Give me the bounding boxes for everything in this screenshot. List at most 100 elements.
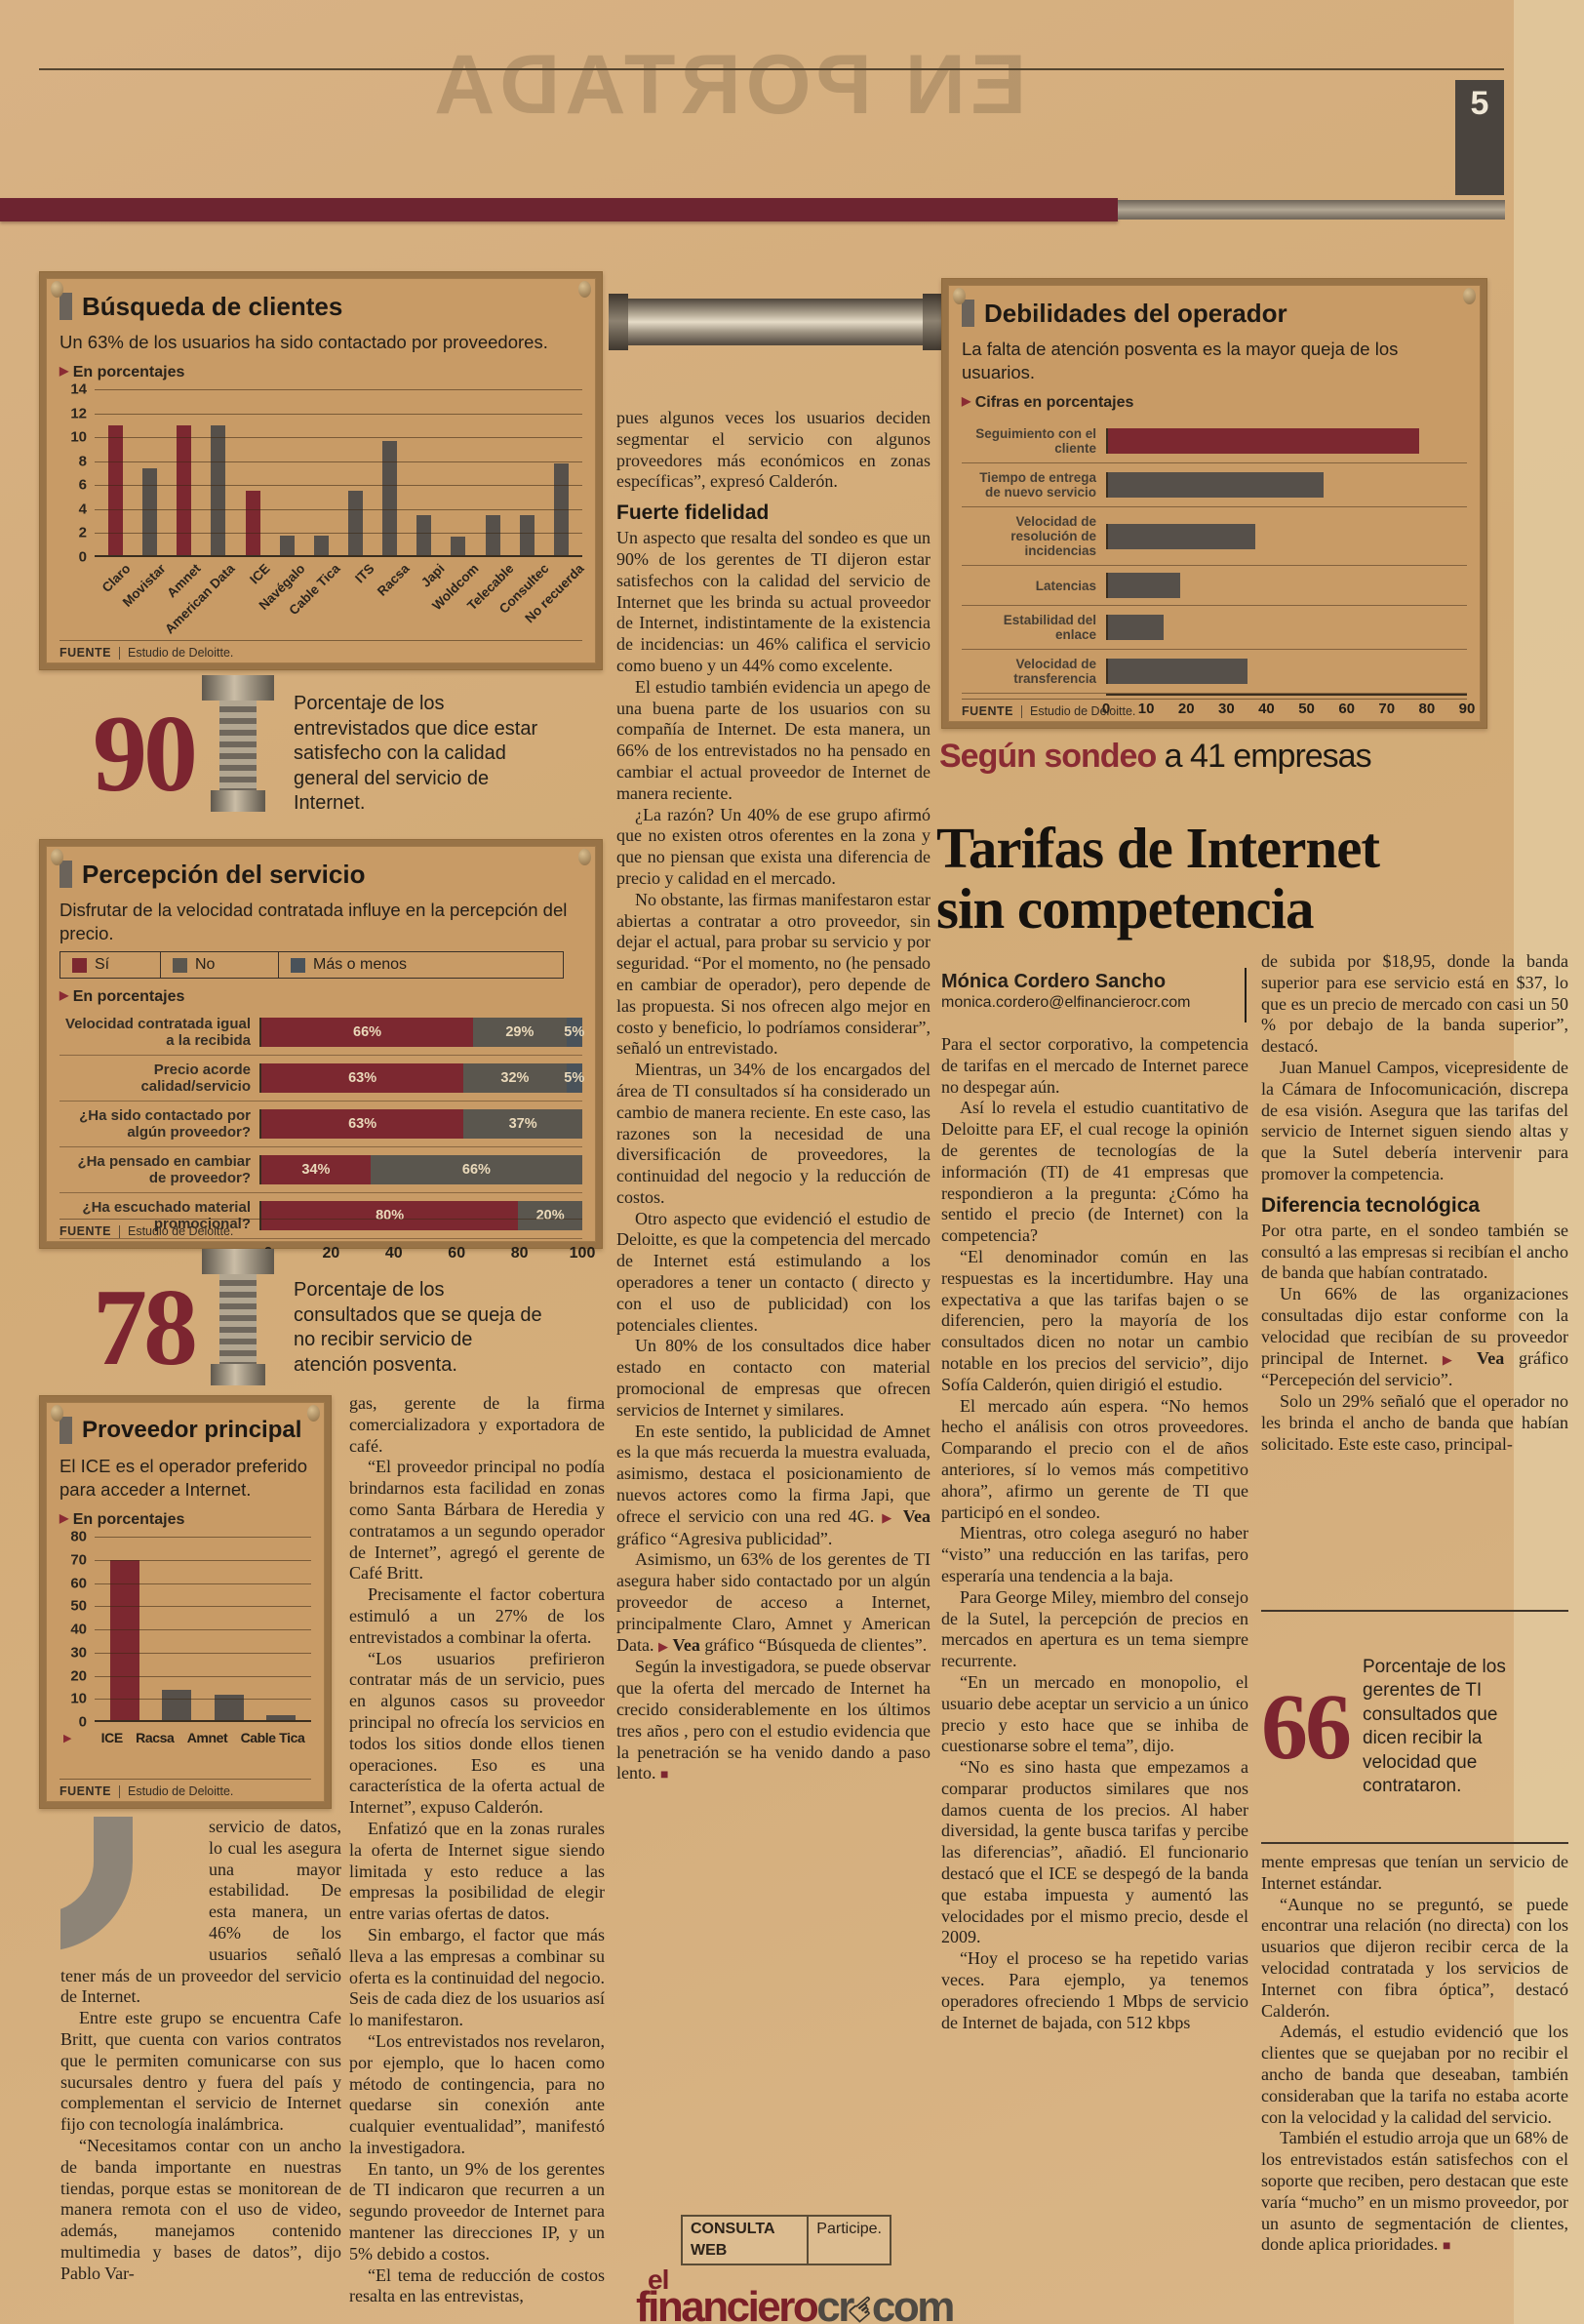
x-tick-label: ICE [247,561,273,587]
row-track: 63% 37% [259,1109,582,1139]
paragraph: Enfatizó que en la zonas rurales la ofer… [349,1818,605,1924]
bar-Navégalo [279,535,295,557]
title-marker [59,1417,72,1444]
gray-pipe-band [1118,200,1505,220]
chart-title: Percepción del servicio [82,860,366,889]
vea-arrow-icon: ▶ [1442,1351,1463,1367]
unit-label: Cifras en porcentajes [974,394,1134,411]
paragraph: El estudio también evidencia un apego de… [616,676,931,803]
x-tick-label: Racsa [136,1730,175,1745]
bar-Woldcom [451,537,466,557]
bar-Racsa [162,1689,192,1722]
bar-No recuerda [553,463,569,557]
column-divider [1245,968,1247,1022]
x-tick-label: 40 [384,1245,403,1262]
y-tick-label: 80 [70,1528,87,1545]
row-track [1106,523,1467,549]
paragraph: No obstante, las firmas manifestaron est… [616,889,931,1059]
bar-Tiempo de entrega de nuevo servicio [1108,472,1324,498]
chart-row: ¿Ha sido contactado por algún proveedor?… [59,1102,582,1147]
bar-Seguimiento con el cliente [1108,428,1419,454]
y-tick-label: 0 [78,1713,87,1731]
segment-value: 63% [348,1070,377,1086]
row-label: Seguimiento con el cliente [975,426,1096,456]
unit-label-row: ▶ Cifras en porcentajes [962,394,1467,412]
x-tick-label: 70 [1378,701,1396,717]
top-rule [39,68,1504,70]
bar-ITS [348,491,364,557]
paragraph: “Los entrevistados nos revelaron, por ej… [349,2030,605,2157]
segment-value: 66% [461,1162,491,1178]
stat-text: Porcentaje de los gerentes de TI consult… [1363,1656,1506,1797]
chart-row: Precio acorde calidad/servicio 63% 32% 5% [59,1056,584,1102]
bar-Latencias [1108,573,1180,598]
source-line: FUENTE Estudio de Deloitte. [962,699,1467,718]
title-marker [962,300,974,327]
x-tick-label: 10 [1137,701,1155,717]
panel-title: Percepción del servicio [59,860,582,889]
bar-Consultec [519,515,535,557]
row-label: Velocidad de transferencia [1013,657,1096,686]
stat-value: 90 [93,694,198,815]
panel-title: Debilidades del operador [962,299,1467,328]
row-track: 63% 32% 5% [259,1063,584,1093]
x-axis: Claro Movistar Amnet American Data ICE Navéga… [95,557,586,651]
stat-text: Porcentaje de los entrevistados que dice… [294,693,538,815]
stat-value: 78 [93,1267,198,1388]
author-name: Mónica Cordero Sancho [941,971,1167,992]
unit-label: En porcentajes [72,1511,185,1528]
segment-value: 66% [353,1024,382,1040]
body-column-3: pues algunos veces los usuarios deciden … [616,408,931,2176]
paragraph: Mientras, otro colega aseguró no haber “… [941,1523,1248,1585]
logo-wordmark: financierocr☞com [636,2285,955,2324]
bar-chart-busqueda: 0 2 4 6 8 10 12 14 Claro Movistar Amnet American D… [59,381,586,651]
x-tick-label: 20 [1177,701,1195,717]
row-label: Tiempo de entrega de nuevo servicio [979,470,1096,500]
gridline [95,1719,311,1722]
segment-Más o menos: 5% [564,1018,584,1047]
paragraph: El mercado aún espera. “No hemos hecho e… [941,1395,1248,1522]
paragraph: Un 80% de los consultados dice haber est… [616,1336,931,1420]
bar-Estabilidad del enlace [1108,615,1165,640]
plot-column: ICE Racsa Amnet Cable Tica [63,1537,311,1745]
chart-row: Velocidad de transferencia [962,650,1467,694]
panel-title: Búsqueda de clientes [59,292,582,321]
bar-Racsa [382,440,398,557]
end-of-article-mark: ■ [1442,2239,1451,2255]
chart-subtitle: Un 63% de los usuarios ha sido contactad… [59,332,548,352]
bolt-graphic [200,675,276,821]
y-tick-label: 10 [70,428,87,446]
kicker-accent: Según sondeo [939,738,1157,775]
row-track [1106,428,1467,454]
chart-title: Búsqueda de clientes [82,292,343,321]
y-tick-label: 6 [78,476,87,494]
gridline [95,554,582,557]
unit-label-row: ▶ En porcentajes [59,364,582,381]
row-track [1106,472,1467,498]
subhead: Diferencia tecnológica [1261,1193,1481,1217]
x-tick-label: ICE [100,1730,124,1745]
segment-Sí: 63% [261,1109,464,1139]
stacked-chart-percepcion: Velocidad contratada igual a la recibida… [59,1010,595,1264]
bar-American Data [211,424,226,557]
y-tick-label: 30 [70,1644,87,1662]
body-column-1: servicio de datos, lo cual les asegura u… [60,1817,341,2322]
segment-value: 63% [348,1116,377,1132]
row-track: 80% 20% [259,1201,582,1230]
gridline [95,1537,311,1538]
title-marker [59,293,72,320]
row-track [1106,659,1467,684]
arrow-icon: ▶ [59,988,69,1002]
bar-ICE [245,491,260,557]
y-tick-label: 50 [70,1597,87,1615]
paragraph: “El tema de reducción de costos resalta … [349,2264,605,2306]
gridline [95,389,582,390]
source-text: Estudio de Deloitte. [1030,704,1136,718]
segment-value: 80% [376,1208,405,1223]
y-tick-label: 40 [70,1621,87,1638]
headline-line1: Tarifas de Internet [936,815,1380,880]
chart-legend: Sí No Más o menos [59,951,564,979]
row-label: Velocidad contratada igual a la recibida [64,1016,251,1049]
paragraph: Un 66% de las organizaciones consultadas… [1261,1284,1568,1390]
